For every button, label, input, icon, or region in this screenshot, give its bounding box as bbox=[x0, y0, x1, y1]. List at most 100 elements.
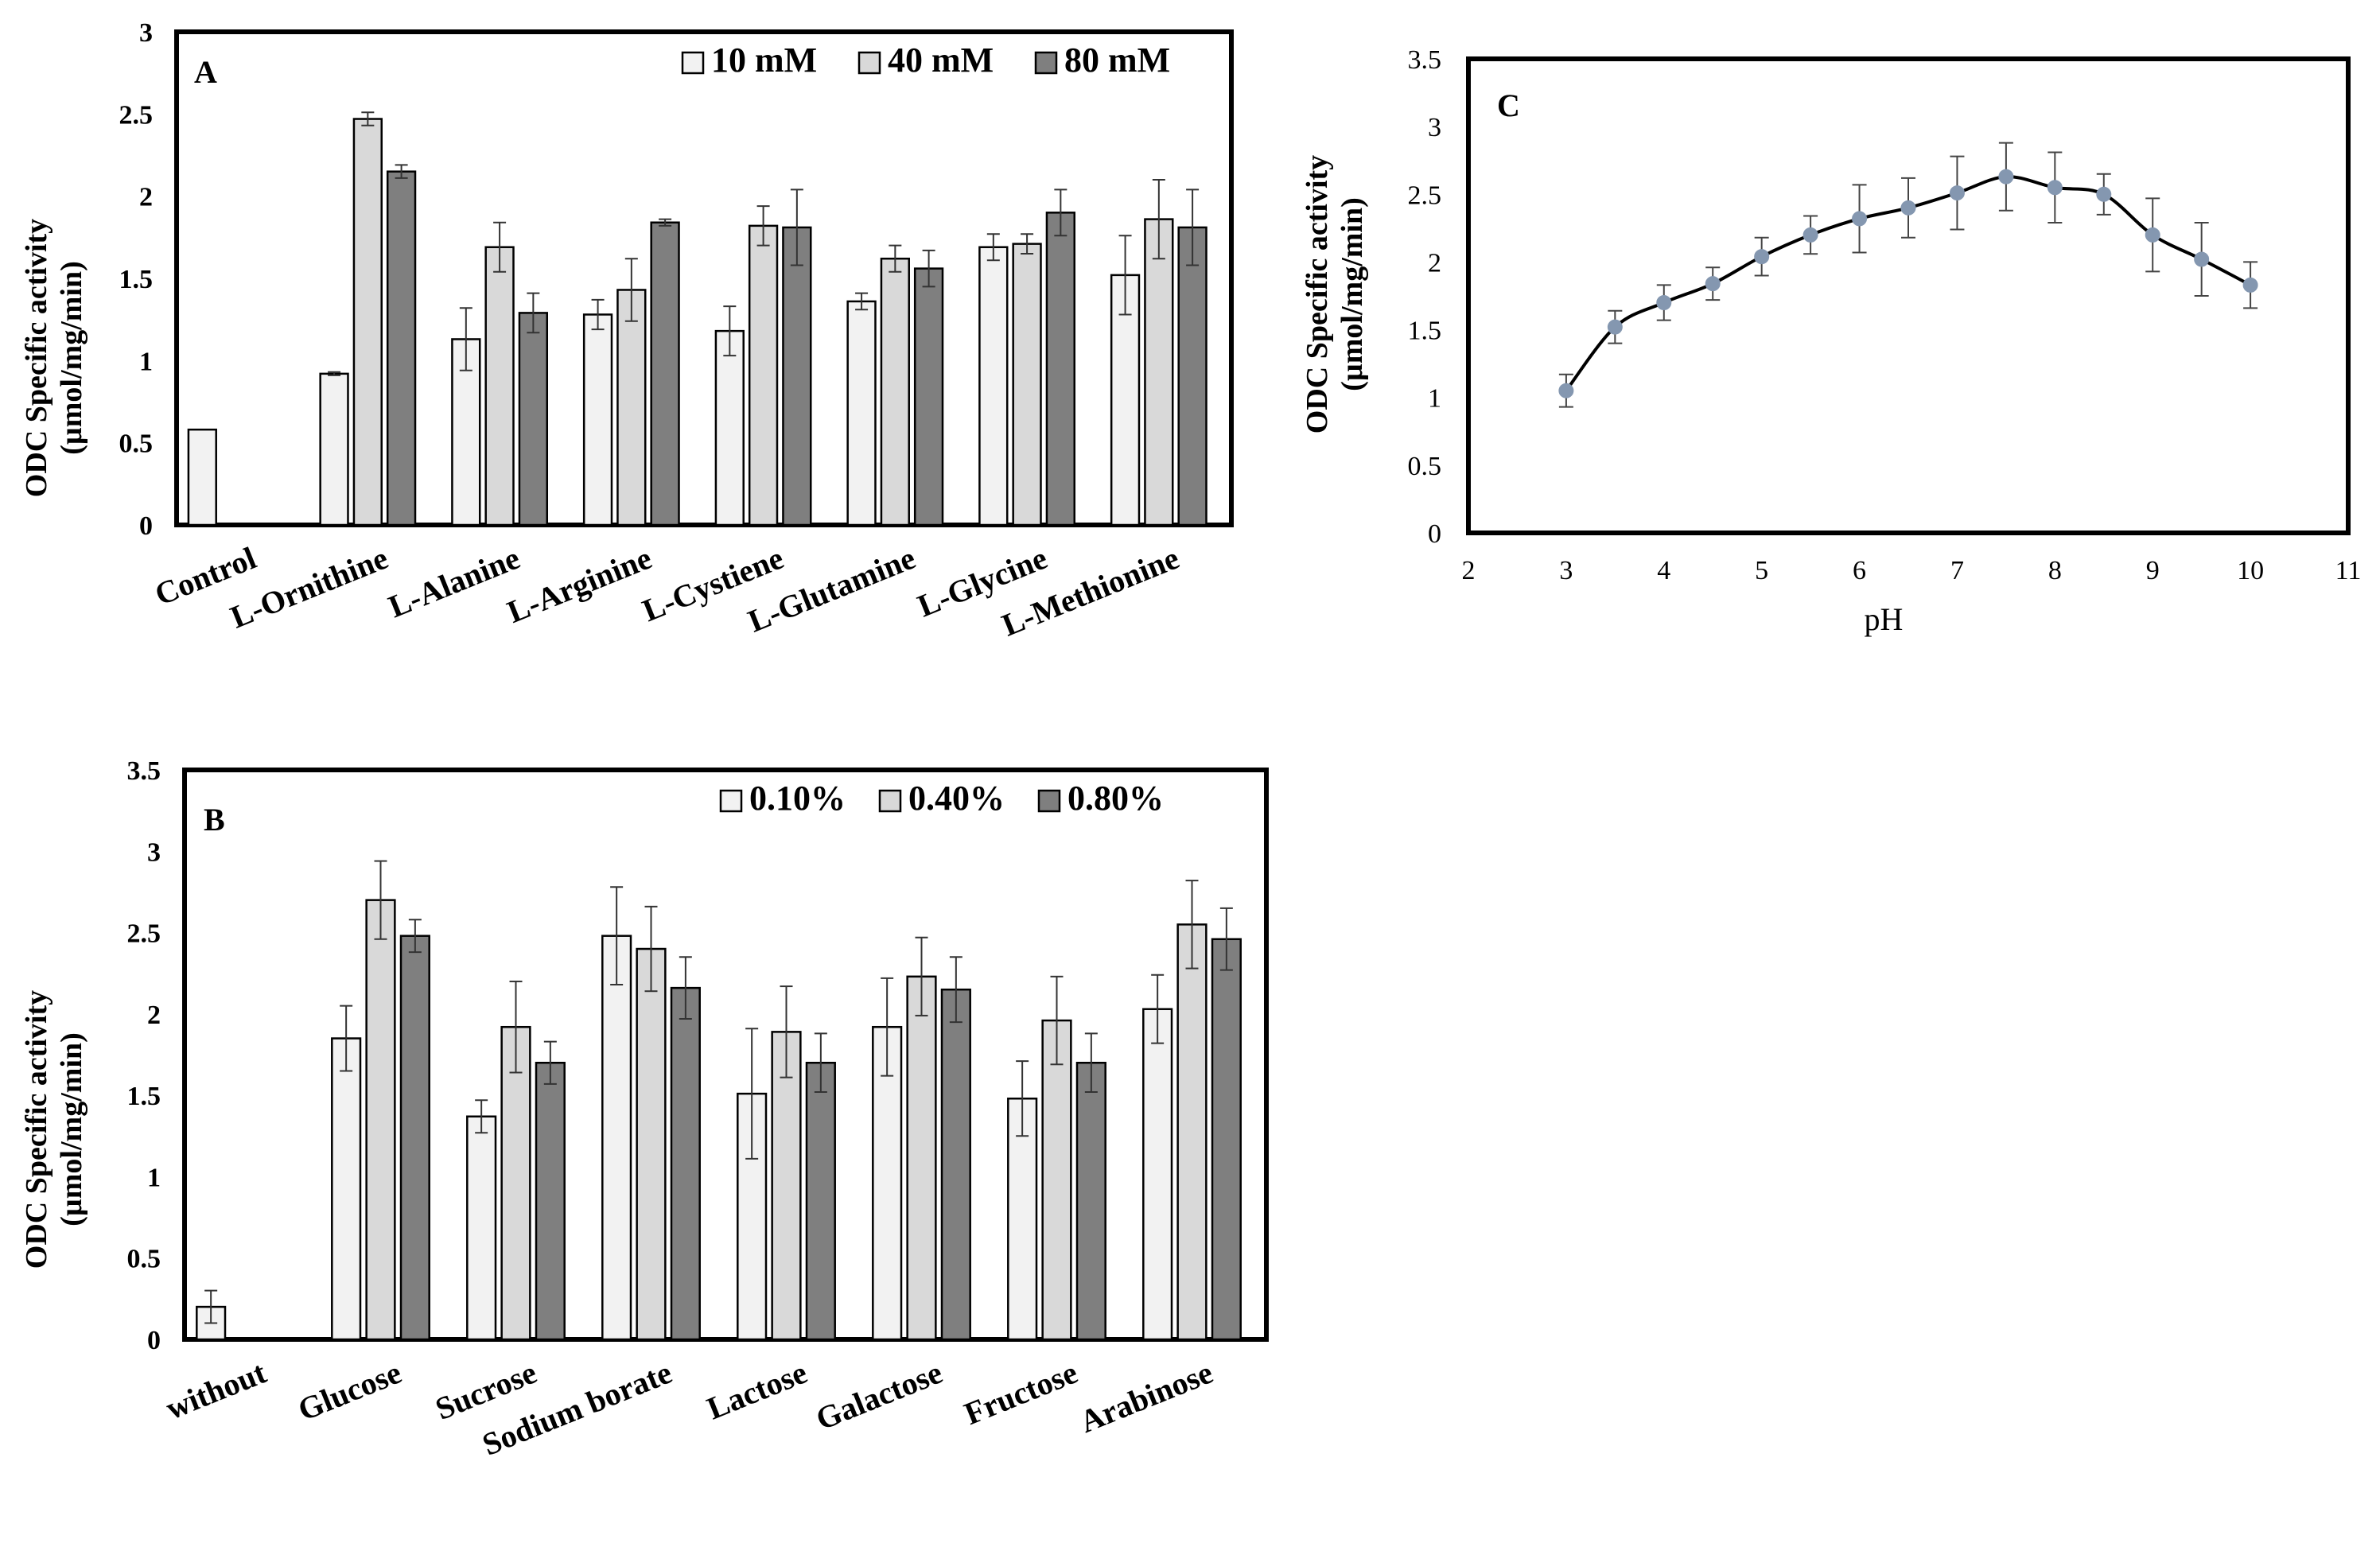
data-point bbox=[2242, 277, 2258, 293]
bar bbox=[319, 372, 349, 527]
y-tick-label: 2.5 bbox=[119, 100, 154, 130]
y-tick-label: 3 bbox=[147, 838, 161, 867]
panel-c-x-ticks: 2 3 4 5 6 7 8 9 10 11 bbox=[1462, 556, 2362, 585]
bar bbox=[880, 257, 910, 527]
panel-a-legend: 10 mM 40 mM 80 mM bbox=[681, 41, 1170, 80]
bar bbox=[1012, 243, 1042, 527]
x-tick-label: 2 bbox=[1462, 556, 1476, 585]
data-point bbox=[1754, 249, 1770, 265]
x-tick-label: 7 bbox=[1950, 556, 1964, 585]
y-tick-label: 2 bbox=[1428, 248, 1441, 278]
legend-swatch bbox=[1037, 789, 1061, 813]
panel-b-ylabel-line1: ODC Specific activity bbox=[20, 990, 53, 1269]
bar bbox=[466, 1115, 497, 1341]
panel-a-ylabel-line1: ODC Specific activity bbox=[20, 219, 53, 497]
x-tick-label: 11 bbox=[2335, 556, 2362, 585]
bar bbox=[616, 289, 647, 527]
legend-label: 0.10% bbox=[749, 779, 846, 818]
panel-a-bar-chart: A 0 0.5 1 1.5 2 2.5 3 ControlL-OrnithineL-Alan… bbox=[20, 18, 1234, 643]
bar bbox=[582, 313, 613, 527]
bar bbox=[352, 118, 383, 527]
bar bbox=[771, 1031, 802, 1341]
y-tick-label: 0 bbox=[139, 511, 153, 541]
data-point bbox=[1852, 211, 1868, 227]
data-point bbox=[1900, 200, 1916, 216]
bar bbox=[846, 300, 877, 527]
bar bbox=[1144, 218, 1174, 527]
legend-label: 10 mM bbox=[711, 41, 817, 80]
bar bbox=[1142, 1008, 1173, 1341]
legend-swatch bbox=[878, 789, 902, 813]
bar bbox=[978, 246, 1009, 527]
x-tick-label: 6 bbox=[1853, 556, 1866, 585]
category-label: L-Arginine bbox=[502, 540, 656, 630]
x-tick-label: 4 bbox=[1657, 556, 1670, 585]
y-tick-label: 1.5 bbox=[119, 265, 154, 294]
y-tick-label: 1 bbox=[1428, 384, 1441, 414]
bar bbox=[1177, 226, 1208, 527]
bar bbox=[805, 1061, 836, 1341]
legend-swatch bbox=[858, 51, 881, 75]
y-tick-label: 1.5 bbox=[1408, 317, 1442, 346]
panel-b-error-bars bbox=[204, 860, 1233, 1324]
bar bbox=[650, 221, 680, 527]
bar bbox=[1041, 1019, 1072, 1341]
y-tick-label: 1 bbox=[139, 347, 153, 376]
bar bbox=[331, 1037, 362, 1341]
y-tick-label: 1 bbox=[147, 1163, 161, 1192]
x-tick-label: 9 bbox=[2146, 556, 2160, 585]
bar bbox=[748, 224, 779, 527]
bar bbox=[913, 267, 944, 527]
panel-a-y-axis-title: ODC Specific activity (µmol/mg/min) bbox=[20, 219, 88, 497]
data-point bbox=[1558, 383, 1574, 398]
panel-c-series bbox=[1558, 142, 2258, 408]
legend-swatch bbox=[681, 51, 705, 75]
bar bbox=[518, 312, 549, 527]
legend-label: 0.80% bbox=[1068, 779, 1164, 818]
x-tick-label: 8 bbox=[2048, 556, 2062, 585]
legend-label: 80 mM bbox=[1064, 41, 1170, 80]
data-point bbox=[1607, 319, 1623, 335]
category-label: Galactose bbox=[811, 1354, 947, 1437]
x-tick-label: 3 bbox=[1559, 556, 1573, 585]
data-point bbox=[2047, 180, 2063, 196]
bar bbox=[1045, 212, 1076, 527]
panel-a-letter: A bbox=[194, 54, 217, 90]
panel-c-ylabel-line2: (µmol/mg/min) bbox=[1336, 197, 1369, 391]
panel-a-y-ticks: 0 0.5 1 1.5 2 2.5 3 bbox=[119, 18, 154, 541]
bar bbox=[399, 935, 430, 1341]
y-tick-label: 1.5 bbox=[127, 1082, 161, 1111]
panel-c-line-chart: C 0 0.5 1 1.5 2 2.5 3 3.5 2 3 4 5 6 7 8 9 10 11 pH ODC S… bbox=[1301, 45, 2361, 637]
y-tick-label: 3.5 bbox=[1408, 45, 1442, 75]
panel-b-ylabel-line2: (µmol/mg/min) bbox=[55, 1032, 88, 1226]
panel-a-category-labels: ControlL-OrnithineL-AlanineL-ArginineL-C… bbox=[150, 540, 1184, 643]
panel-c-y-ticks: 0 0.5 1 1.5 2 2.5 3 3.5 bbox=[1408, 45, 1442, 549]
panel-a-ylabel-line2: (µmol/mg/min) bbox=[55, 261, 88, 455]
category-label: Fructose bbox=[959, 1354, 1083, 1432]
bar bbox=[1075, 1061, 1106, 1341]
bar bbox=[940, 988, 971, 1341]
bar bbox=[535, 1061, 566, 1341]
y-tick-label: 2.5 bbox=[1408, 181, 1442, 210]
bar bbox=[1176, 923, 1208, 1341]
panel-b-letter: B bbox=[204, 802, 225, 838]
panel-c-plot-frame bbox=[1466, 56, 2351, 535]
bar bbox=[782, 226, 812, 527]
panel-c-y-axis-title: ODC Specific activity (µmol/mg/min) bbox=[1301, 155, 1369, 433]
x-tick-label: 10 bbox=[2237, 556, 2264, 585]
legend-label: 40 mM bbox=[888, 41, 994, 80]
legend-label: 0.40% bbox=[908, 779, 1005, 818]
data-point bbox=[1949, 185, 1965, 201]
category-label: Lactose bbox=[702, 1354, 811, 1427]
y-tick-label: 3 bbox=[139, 18, 153, 48]
data-point bbox=[1998, 169, 2014, 185]
panel-a-error-bars bbox=[328, 111, 1200, 376]
bar bbox=[500, 1025, 531, 1341]
bar bbox=[906, 975, 937, 1341]
category-label: L-Alanine bbox=[383, 540, 525, 625]
bar bbox=[714, 329, 745, 527]
bar bbox=[187, 428, 217, 527]
bar bbox=[872, 1025, 903, 1341]
